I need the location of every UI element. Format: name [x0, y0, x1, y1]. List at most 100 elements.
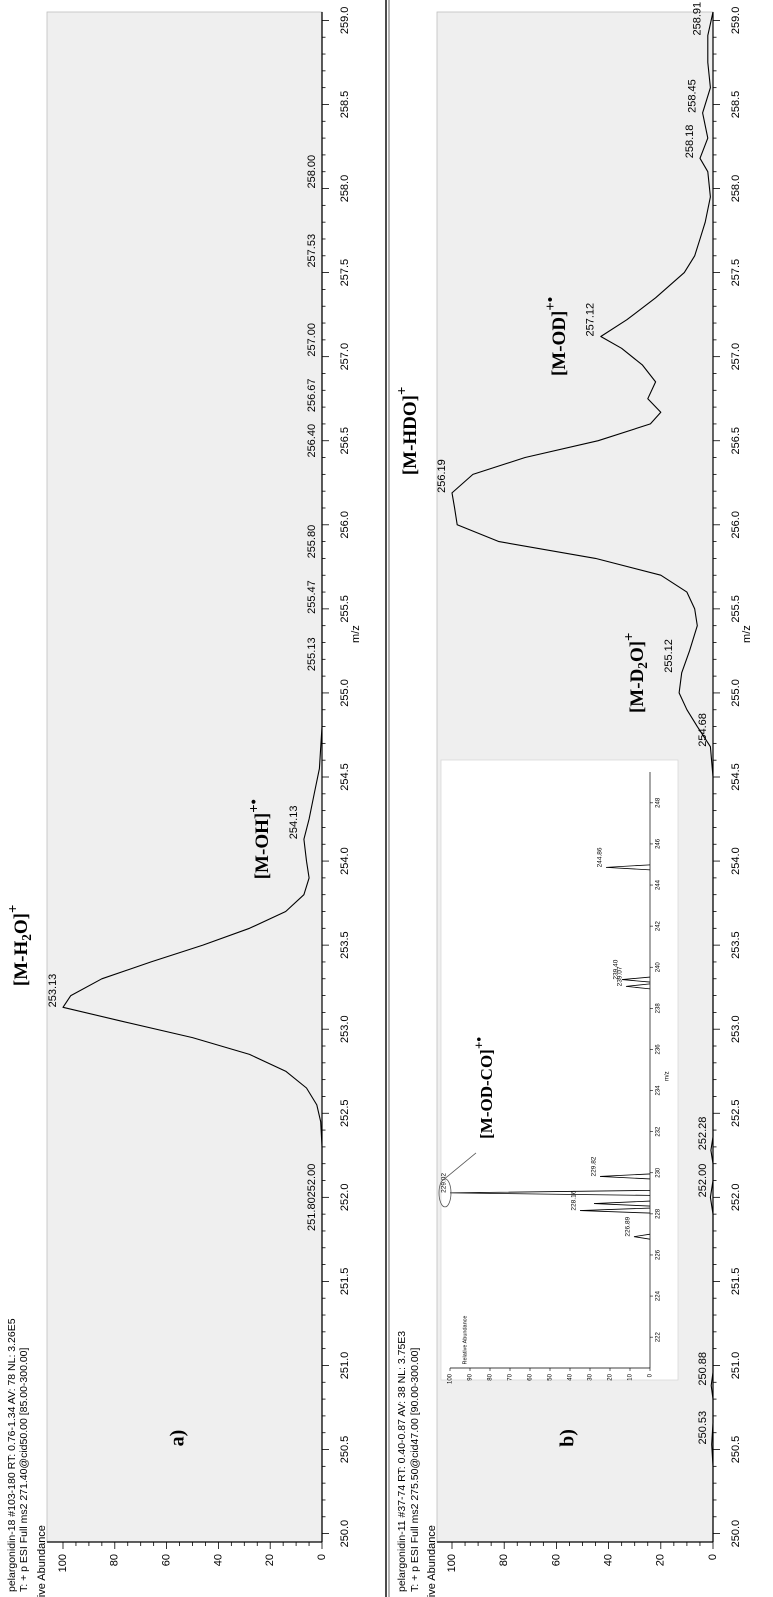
y-tick-label: 80 [109, 1554, 121, 1566]
peak-label: 255.12 [663, 639, 675, 673]
y-tick-label: 20 [655, 1554, 667, 1566]
inset-y-tick-label: 50 [548, 1373, 554, 1380]
ion-annotation-sub: 2 [19, 934, 34, 941]
x-tick-label: 256.5 [730, 427, 742, 455]
x-tick-label: 253.0 [339, 1015, 351, 1043]
inset-x-tick-label: 248 [656, 797, 662, 808]
peak-label: 251.80 [306, 1197, 318, 1231]
scan-header-line: pelargonidin-11 #37-74 RT: 0.40-0.87 AV:… [396, 1331, 408, 1592]
x-tick-label: 254.0 [339, 847, 351, 875]
inset-peak-label: 239.07 [617, 966, 624, 986]
inset-x-title: m/z [665, 1071, 671, 1081]
ion-annotation-sub: 2 [635, 662, 650, 669]
inset-callout-line [441, 1152, 477, 1182]
scan-header-line: pelargonidin-18 #103-180 RT: 0.76-1.34 A… [6, 1318, 18, 1592]
inset-x-tick-label: 240 [656, 962, 662, 973]
x-tick-label: 250.5 [339, 1436, 351, 1464]
ion-annotation-base: [M-OD] [549, 311, 570, 376]
y-axis-title: Relative Abundance [36, 1525, 48, 1597]
inset-y-tick-label: 0 [648, 1373, 654, 1377]
scan-header-line: T: + p ESI Full ms2 275.50@cid47.00 [90.… [409, 1347, 421, 1592]
inset-y-tick-label: 20 [608, 1373, 614, 1380]
peak-label: 253.13 [47, 974, 59, 1008]
x-tick-label: 253.5 [339, 931, 351, 959]
y-tick-label: 20 [264, 1554, 276, 1566]
x-tick-label: 256.0 [339, 511, 351, 539]
x-axis-title: m/z [350, 625, 362, 643]
peak-label: 252.00 [306, 1164, 318, 1198]
inset-ion-annotation-sup: +• [471, 1037, 486, 1050]
peak-label: 254.13 [288, 806, 300, 840]
ion-annotation-base: [M-D [627, 669, 648, 713]
ion-annotation-sup: +• [247, 799, 263, 813]
inset-peak [625, 983, 651, 990]
x-tick-label: 251.0 [339, 1352, 351, 1380]
inset-x-tick-label: 236 [656, 1044, 662, 1055]
inset-y-tick-label: 60 [528, 1373, 534, 1380]
peak-label: 257.00 [306, 323, 318, 357]
inset-x-tick-label: 230 [656, 1167, 662, 1178]
ion-annotation-sup: + [622, 632, 638, 640]
inset-x-tick-label: 228 [656, 1208, 662, 1219]
x-tick-label: 259.0 [730, 7, 742, 35]
y-tick-label: 0 [707, 1554, 719, 1560]
y-tick-label: 60 [161, 1554, 173, 1566]
panel-label: b) [557, 1429, 579, 1447]
x-tick-label: 254.5 [730, 763, 742, 791]
peak-label: 255.13 [306, 637, 318, 671]
peak-label: 258.91 [692, 2, 704, 36]
x-tick-label: 251.5 [339, 1268, 351, 1296]
inset-peak-label: 228.16 [571, 1190, 578, 1210]
ion-annotation-sup: +• [544, 297, 560, 311]
scan-header-line: T: + p ESI Full ms2 271.40@cid50.00 [85.… [18, 1347, 30, 1592]
ion-annotation: [M-D2O]+ [622, 632, 650, 713]
plot-area [46, 11, 323, 1543]
peak-label: 258.45 [686, 79, 698, 113]
x-tick-label: 257.0 [730, 343, 742, 371]
peak-label: 250.53 [697, 1411, 709, 1445]
x-tick-label: 250.0 [730, 1520, 742, 1548]
spectrum-trace [451, 11, 714, 1542]
x-tick-label: 258.5 [339, 91, 351, 119]
peak-label: 257.12 [585, 303, 597, 337]
inset-peak-label: 239.40 [613, 959, 620, 979]
x-tick-label: 255.5 [730, 595, 742, 623]
ion-annotation-tail: O] [11, 913, 32, 934]
inset-x-tick-label: 242 [656, 920, 662, 931]
inset-x-tick-label: 244 [656, 879, 662, 890]
peak-label: 254.68 [697, 713, 709, 747]
ion-annotation-sup: + [6, 905, 22, 913]
x-tick-label: 256.5 [339, 427, 351, 455]
ion-annotation-sup: + [395, 387, 411, 395]
peak-label: 252.00 [697, 1164, 709, 1198]
ion-annotation: [M-HDO]+ [395, 387, 422, 476]
ion-annotation-base: [M-H [11, 941, 32, 987]
x-tick-label: 251.0 [730, 1352, 742, 1380]
inset-peak [579, 1207, 651, 1214]
peak-label: 256.40 [306, 424, 318, 458]
peak-label: 252.28 [697, 1117, 709, 1151]
peak-label: 255.80 [306, 525, 318, 559]
x-tick-label: 252.0 [339, 1184, 351, 1212]
x-tick-label: 251.5 [730, 1268, 742, 1296]
peak-label: 258.00 [306, 155, 318, 189]
y-tick-label: 40 [603, 1554, 615, 1566]
x-tick-label: 257.0 [339, 343, 351, 371]
x-tick-label: 257.5 [339, 259, 351, 287]
x-tick-label: 258.0 [730, 175, 742, 203]
inset-ion-annotation: [M-OD-CO]+• [471, 1037, 496, 1139]
inset-peak [633, 1233, 651, 1240]
ion-annotation: [M-OD]+• [544, 297, 571, 376]
inset-peak [593, 1200, 651, 1207]
x-tick-label: 258.5 [730, 91, 742, 119]
ion-annotation: [M-OH]+• [247, 799, 274, 879]
inset-x-tick-label: 224 [656, 1290, 662, 1301]
x-tick-label: 253.0 [730, 1015, 742, 1043]
peak-label: 256.19 [436, 459, 448, 493]
inset-y-tick-label: 40 [568, 1373, 574, 1380]
inset-y-tick-label: 90 [468, 1373, 474, 1380]
y-tick-label: 100 [446, 1554, 458, 1572]
inset-x-tick-label: 222 [656, 1332, 662, 1343]
x-tick-label: 252.5 [339, 1099, 351, 1127]
